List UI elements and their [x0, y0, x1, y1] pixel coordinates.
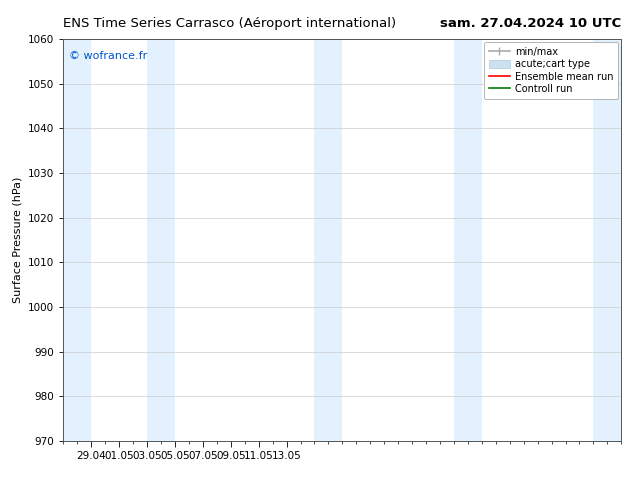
Bar — [454, 39, 482, 441]
Text: © wofrance.fr: © wofrance.fr — [69, 51, 147, 61]
Bar — [314, 39, 342, 441]
Bar — [147, 39, 175, 441]
Legend: min/max, acute;cart type, Ensemble mean run, Controll run: min/max, acute;cart type, Ensemble mean … — [484, 42, 618, 99]
Bar — [593, 39, 621, 441]
Text: ENS Time Series Carrasco (Aéroport international): ENS Time Series Carrasco (Aéroport inter… — [63, 17, 396, 30]
Bar — [63, 39, 91, 441]
Text: sam. 27.04.2024 10 UTC: sam. 27.04.2024 10 UTC — [440, 17, 621, 30]
Y-axis label: Surface Pressure (hPa): Surface Pressure (hPa) — [13, 177, 23, 303]
